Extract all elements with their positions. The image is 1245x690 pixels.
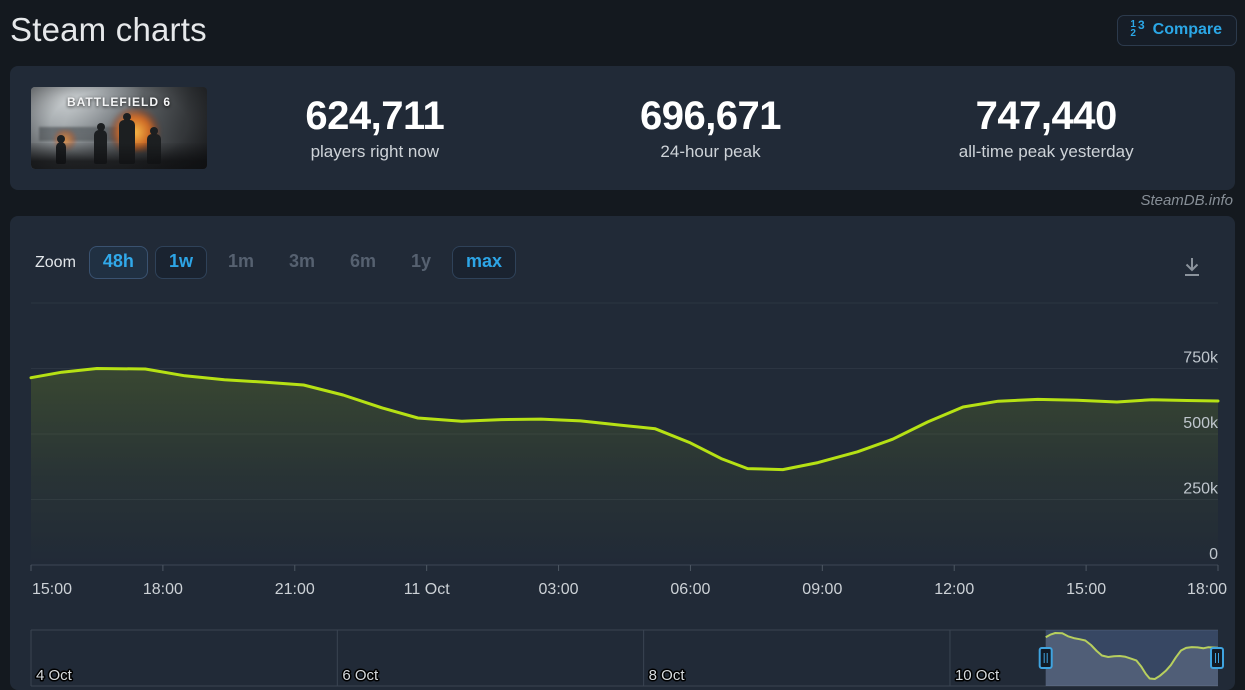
x-axis-label: 15:00 <box>1066 581 1106 598</box>
compare-button-label: Compare <box>1152 20 1222 38</box>
zoom-button-max[interactable]: max <box>452 246 517 279</box>
stat-current-players: 624,711 players right now <box>207 95 543 162</box>
chart-panel: Zoom 48h 1w 1m 3m 6m 1y max 750k 500k 250k… <box>10 216 1235 690</box>
players-chart: 750k 500k 250k 0 15:00 18:00 21:00 11 Oct 03:00 0… <box>29 302 1227 687</box>
stat-value: 696,671 <box>639 93 782 138</box>
navigator-day-label: 10 Oct <box>955 667 1000 684</box>
x-axis-label: 18:00 <box>1187 581 1227 598</box>
x-axis-label: 18:00 <box>143 581 183 598</box>
y-axis-label: 250k <box>1183 481 1219 498</box>
navigator-handle-left[interactable] <box>1038 647 1053 669</box>
y-axis-label: 0 <box>1209 546 1218 563</box>
capsule-vignette-art <box>31 87 207 169</box>
navigator-line <box>1045 632 1219 680</box>
zoom-button-1m: 1m <box>214 246 268 279</box>
stat-value: 624,711 <box>305 93 445 138</box>
stat-label: all-time peak yesterday <box>958 141 1134 161</box>
navigator-day-label: 4 Oct <box>36 667 73 684</box>
zoom-label: Zoom <box>35 253 76 271</box>
y-axis-label: 500k <box>1183 415 1219 432</box>
download-button[interactable] <box>1177 252 1207 285</box>
x-axis-label: 06:00 <box>670 581 710 598</box>
stat-label: 24-hour peak <box>660 141 761 161</box>
x-axis-label: 03:00 <box>539 581 579 598</box>
zoom-toolbar: Zoom 48h 1w 1m 3m 6m 1y max <box>35 246 517 279</box>
steamdb-watermark: SteamDB.info <box>1140 192 1233 209</box>
navigator-day-label: 6 Oct <box>342 667 379 684</box>
stats-panel: BATTLEFIELD 6 624,711 players right now … <box>10 66 1235 190</box>
x-axis-label: 11 Oct <box>404 581 451 598</box>
zoom-button-3m: 3m <box>275 246 329 279</box>
x-axis-label: 09:00 <box>802 581 842 598</box>
x-axis-label: 21:00 <box>275 581 315 598</box>
plot-area[interactable] <box>31 303 1218 565</box>
zoom-button-6m: 6m <box>336 246 390 279</box>
stat-24h-peak: 696,671 24-hour peak <box>543 95 879 162</box>
stat-value: 747,440 <box>975 93 1118 138</box>
stat-alltime-peak: 747,440 all-time peak yesterday <box>878 95 1214 162</box>
zoom-button-48h[interactable]: 48h <box>88 246 148 279</box>
players-area <box>31 368 1218 565</box>
page-title: Steam charts <box>10 11 207 48</box>
y-axis-label: 750k <box>1183 350 1219 367</box>
zoom-button-1w[interactable]: 1w <box>154 246 207 279</box>
x-axis-label: 15:00 <box>32 581 72 598</box>
navigator-day-label: 8 Oct <box>649 667 686 684</box>
navigator-handle-right[interactable] <box>1210 647 1224 669</box>
zoom-button-1y: 1y <box>397 246 445 279</box>
download-icon <box>1185 258 1199 276</box>
game-title: BATTLEFIELD 6 <box>66 95 172 109</box>
game-capsule[interactable]: BATTLEFIELD 6 <box>31 87 207 169</box>
x-axis-label: 12:00 <box>934 581 974 598</box>
players-line <box>29 367 1220 472</box>
stat-label: players right now <box>310 141 440 161</box>
